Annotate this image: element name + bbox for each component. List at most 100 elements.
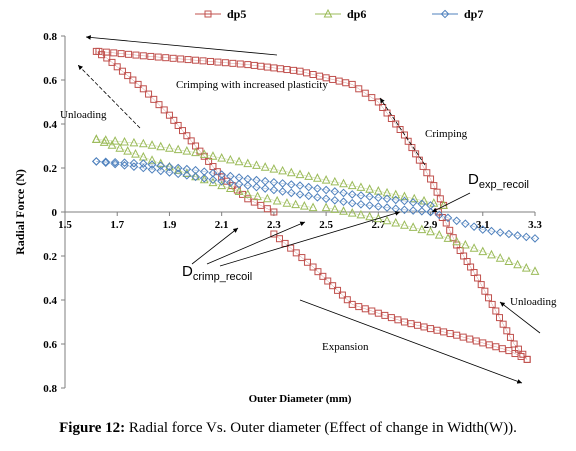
data-point — [303, 258, 311, 266]
data-point — [115, 143, 125, 152]
data-point — [485, 341, 493, 349]
data-point — [131, 148, 140, 158]
data-point — [330, 176, 340, 186]
data-point — [253, 191, 262, 201]
data-point — [488, 300, 496, 308]
data-point — [182, 171, 192, 180]
data-point — [229, 59, 237, 67]
data-point — [278, 179, 287, 188]
data-point — [262, 193, 272, 203]
data-point — [510, 340, 518, 348]
data-point — [355, 303, 363, 311]
data-point — [291, 199, 301, 209]
data-point — [244, 195, 252, 203]
data-point — [124, 72, 132, 80]
y-tick-label: 0.6 — [43, 75, 57, 87]
data-point — [120, 136, 129, 146]
data-point — [244, 61, 252, 69]
data-point — [487, 249, 496, 259]
data-point — [174, 121, 182, 129]
data-point — [92, 157, 101, 166]
data-point — [420, 323, 428, 331]
data-point — [263, 63, 271, 71]
figure-caption: Figure 12: Radial force Vs. Outer diamet… — [0, 420, 576, 437]
data-point — [446, 330, 454, 338]
data-point — [381, 311, 389, 319]
data-point — [391, 195, 401, 205]
data-point — [243, 158, 253, 168]
data-point — [225, 154, 235, 164]
data-point — [329, 282, 337, 290]
data-point — [504, 229, 514, 239]
data-point — [236, 60, 244, 68]
data-point — [382, 187, 392, 197]
data-point — [434, 210, 444, 220]
caption-label: Figure 12: — [59, 420, 126, 436]
data-point — [165, 111, 173, 119]
data-point — [139, 85, 147, 93]
data-point — [309, 71, 317, 78]
annotation-dcrimp-main: D — [182, 263, 193, 280]
data-point — [154, 53, 162, 61]
y-tick-label: 0.2 — [43, 163, 57, 175]
data-point — [427, 175, 435, 183]
annotation-dexp-main: D — [468, 171, 479, 188]
data-point — [123, 146, 133, 155]
data-point — [430, 182, 438, 190]
data-point — [169, 54, 177, 62]
data-point — [103, 54, 111, 62]
data-point — [199, 174, 209, 184]
series-line — [96, 161, 431, 206]
data-point — [434, 230, 444, 239]
data-point — [182, 164, 192, 174]
data-point — [407, 320, 415, 328]
data-point — [387, 314, 395, 322]
data-point — [147, 160, 157, 170]
data-point — [521, 263, 531, 272]
legend-marker — [440, 9, 450, 19]
series-line — [98, 51, 444, 206]
data-point — [226, 178, 235, 187]
data-point — [298, 254, 306, 262]
data-point — [221, 59, 229, 67]
data-point — [199, 173, 209, 183]
data-point — [173, 144, 183, 154]
series-layer — [91, 47, 540, 363]
data-point — [400, 205, 409, 215]
series-dp6 — [91, 134, 540, 275]
data-point — [356, 209, 366, 219]
data-point — [316, 72, 324, 80]
data-point — [408, 206, 418, 215]
data-point — [472, 337, 480, 345]
data-point — [243, 181, 253, 190]
arrow-crimping-right — [379, 97, 426, 166]
data-point — [138, 151, 148, 161]
data-point — [365, 211, 375, 221]
data-point — [504, 256, 514, 265]
data-point — [295, 190, 305, 199]
x-tick-label: 1.7 — [110, 219, 124, 231]
data-point — [355, 85, 363, 93]
data-point — [252, 160, 261, 169]
arrow-dcrimp-2 — [206, 221, 306, 265]
data-point — [374, 202, 383, 211]
y-tick-label: 0.4 — [43, 119, 57, 131]
data-point — [223, 177, 231, 185]
arrow-dcrimp-1 — [191, 227, 239, 265]
legend: dp5 dp6 dp7 — [195, 7, 483, 21]
data-point — [495, 253, 505, 262]
arrow-dcrimp-3 — [219, 211, 401, 267]
data-point — [120, 161, 129, 170]
data-point — [117, 50, 125, 58]
data-point — [278, 187, 287, 196]
data-point — [260, 162, 270, 171]
data-point — [478, 225, 488, 234]
y-tick-label: 0.8 — [43, 31, 57, 43]
data-point — [361, 89, 369, 97]
data-point — [187, 137, 195, 145]
data-point — [330, 195, 340, 205]
data-point — [356, 199, 366, 209]
data-point — [156, 158, 166, 168]
data-point — [160, 106, 168, 114]
data-point — [521, 232, 531, 242]
